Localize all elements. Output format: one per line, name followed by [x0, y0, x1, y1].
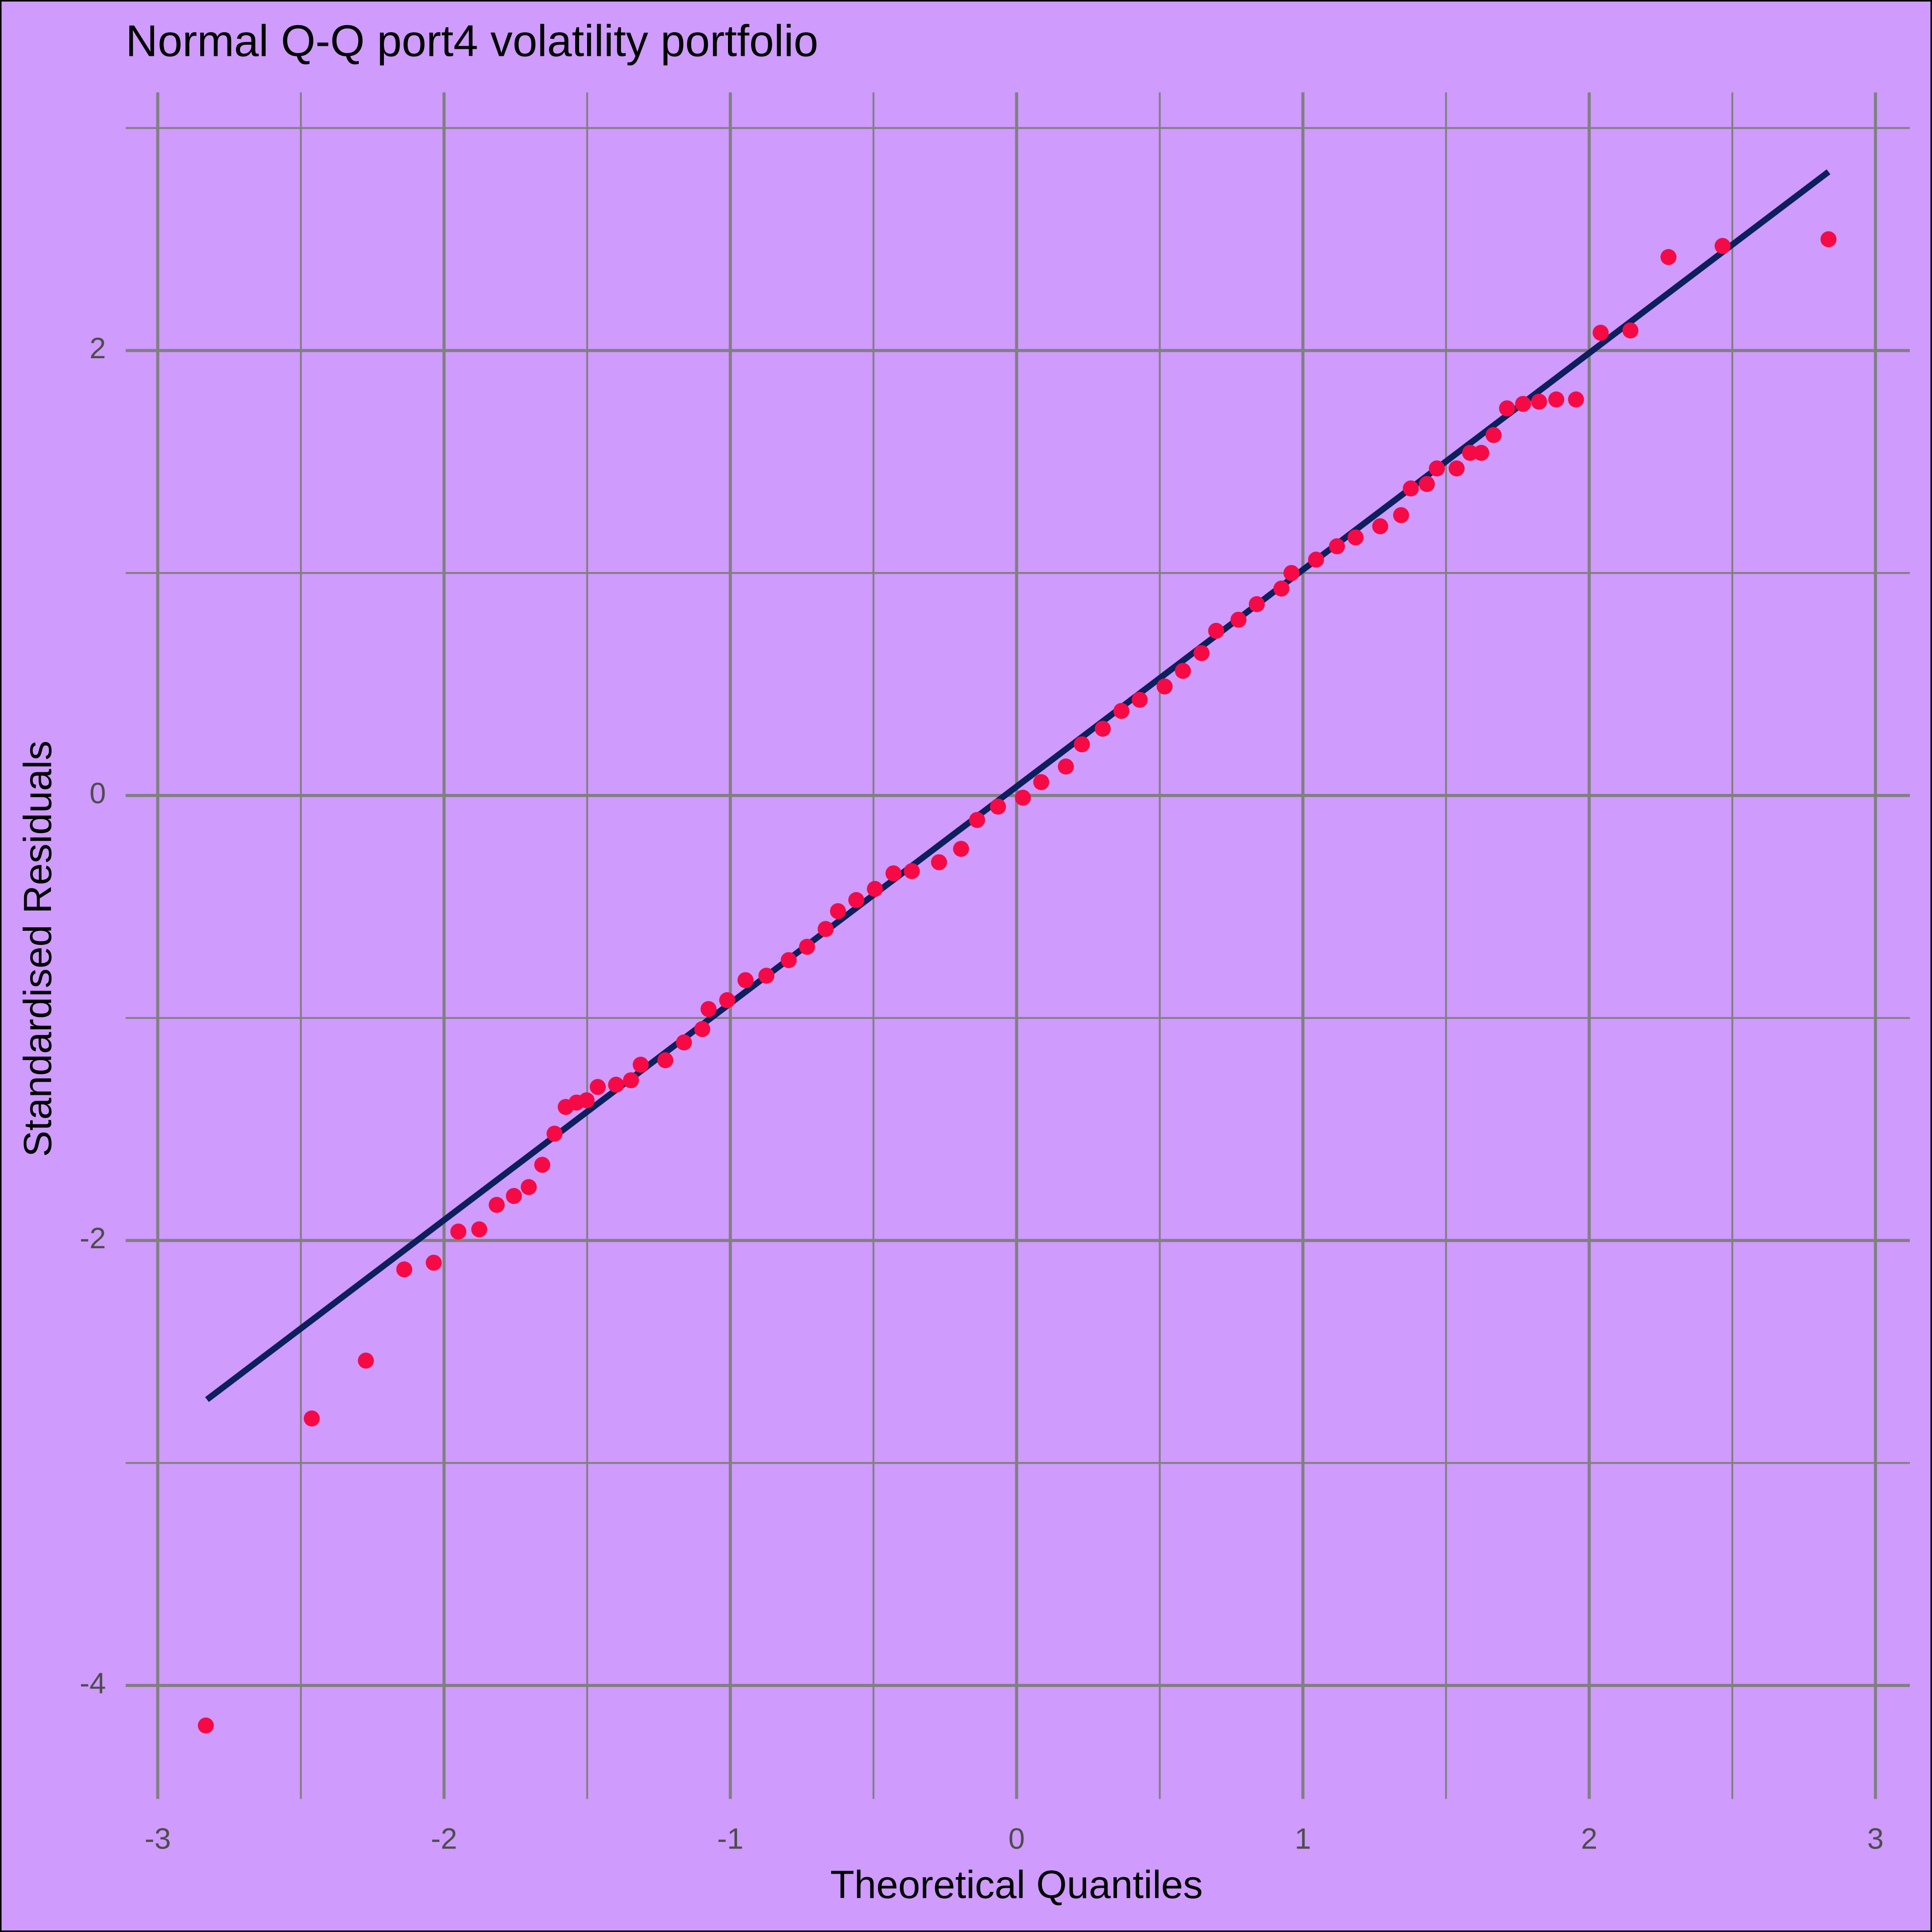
point — [969, 812, 985, 828]
point — [198, 1717, 214, 1734]
point — [799, 938, 815, 955]
point — [632, 1057, 649, 1073]
chart-title: Normal Q-Q port4 volatility portfolio — [126, 16, 819, 65]
point — [1273, 580, 1290, 597]
point — [426, 1254, 442, 1271]
point — [1820, 231, 1837, 248]
point — [885, 865, 902, 881]
point — [848, 892, 864, 908]
x-tick-label: 2 — [1581, 1822, 1597, 1855]
point — [1448, 460, 1465, 476]
x-tick-label: -1 — [717, 1822, 743, 1855]
point — [1393, 507, 1409, 523]
point — [1515, 395, 1532, 412]
point — [676, 1034, 692, 1051]
point — [700, 1001, 717, 1017]
point — [953, 841, 970, 857]
x-tick-label: 0 — [1008, 1822, 1025, 1855]
point — [1033, 774, 1050, 790]
point — [578, 1092, 595, 1108]
point — [1074, 736, 1090, 753]
point — [1548, 391, 1565, 408]
point — [1283, 565, 1300, 581]
reference-line — [205, 169, 1831, 1402]
point — [1462, 445, 1478, 461]
y-tick-label: -2 — [79, 1222, 106, 1255]
point — [1175, 663, 1191, 679]
point — [1347, 529, 1364, 546]
point — [1419, 476, 1435, 492]
point — [1660, 249, 1677, 265]
point — [719, 992, 736, 1008]
point — [1208, 622, 1225, 639]
point — [1308, 551, 1324, 568]
point — [471, 1221, 488, 1238]
point — [1372, 518, 1389, 534]
point — [737, 972, 754, 989]
point — [1329, 538, 1345, 554]
x-tick-label: -2 — [431, 1822, 457, 1855]
point — [1156, 678, 1173, 695]
point — [521, 1179, 537, 1195]
point — [1714, 237, 1731, 254]
point — [450, 1223, 466, 1240]
point — [1132, 692, 1148, 708]
point — [1230, 611, 1247, 628]
point — [1485, 427, 1502, 443]
point — [1473, 445, 1490, 461]
point — [489, 1196, 505, 1213]
point — [1015, 789, 1031, 806]
y-tick-label: 2 — [90, 332, 106, 365]
point — [990, 798, 1006, 815]
point — [1403, 480, 1419, 497]
point — [818, 921, 834, 937]
y-axis-label: Standardised Residuals — [16, 741, 60, 1157]
y-tick-label: -4 — [79, 1667, 106, 1700]
point — [1568, 391, 1584, 408]
marks — [198, 169, 1837, 1734]
point — [358, 1352, 374, 1369]
point — [1249, 596, 1265, 612]
point — [931, 854, 947, 870]
point — [1622, 322, 1639, 339]
point — [866, 880, 883, 897]
point — [1058, 758, 1074, 775]
point — [534, 1157, 550, 1173]
grid — [125, 92, 1910, 1799]
point — [1193, 645, 1210, 661]
point — [1531, 393, 1547, 410]
point — [396, 1261, 413, 1277]
y-tick-label: 0 — [90, 777, 106, 810]
x-tick-label: -3 — [144, 1822, 171, 1855]
point — [608, 1077, 624, 1093]
point — [303, 1410, 320, 1427]
x-axis-label: Theoretical Quantiles — [830, 1863, 1202, 1907]
point — [657, 1052, 674, 1069]
point — [1094, 720, 1111, 737]
point — [590, 1079, 606, 1095]
x-tick-label: 3 — [1867, 1822, 1884, 1855]
point — [546, 1125, 563, 1142]
point — [758, 968, 775, 984]
point — [780, 952, 797, 969]
x-tick-label: 1 — [1295, 1822, 1311, 1855]
point — [1428, 460, 1445, 476]
point — [1499, 400, 1515, 417]
point — [830, 903, 846, 919]
point — [1113, 703, 1130, 719]
point — [694, 1021, 710, 1037]
point — [1592, 325, 1609, 341]
point — [506, 1188, 522, 1204]
point — [904, 863, 920, 879]
point — [623, 1072, 639, 1089]
